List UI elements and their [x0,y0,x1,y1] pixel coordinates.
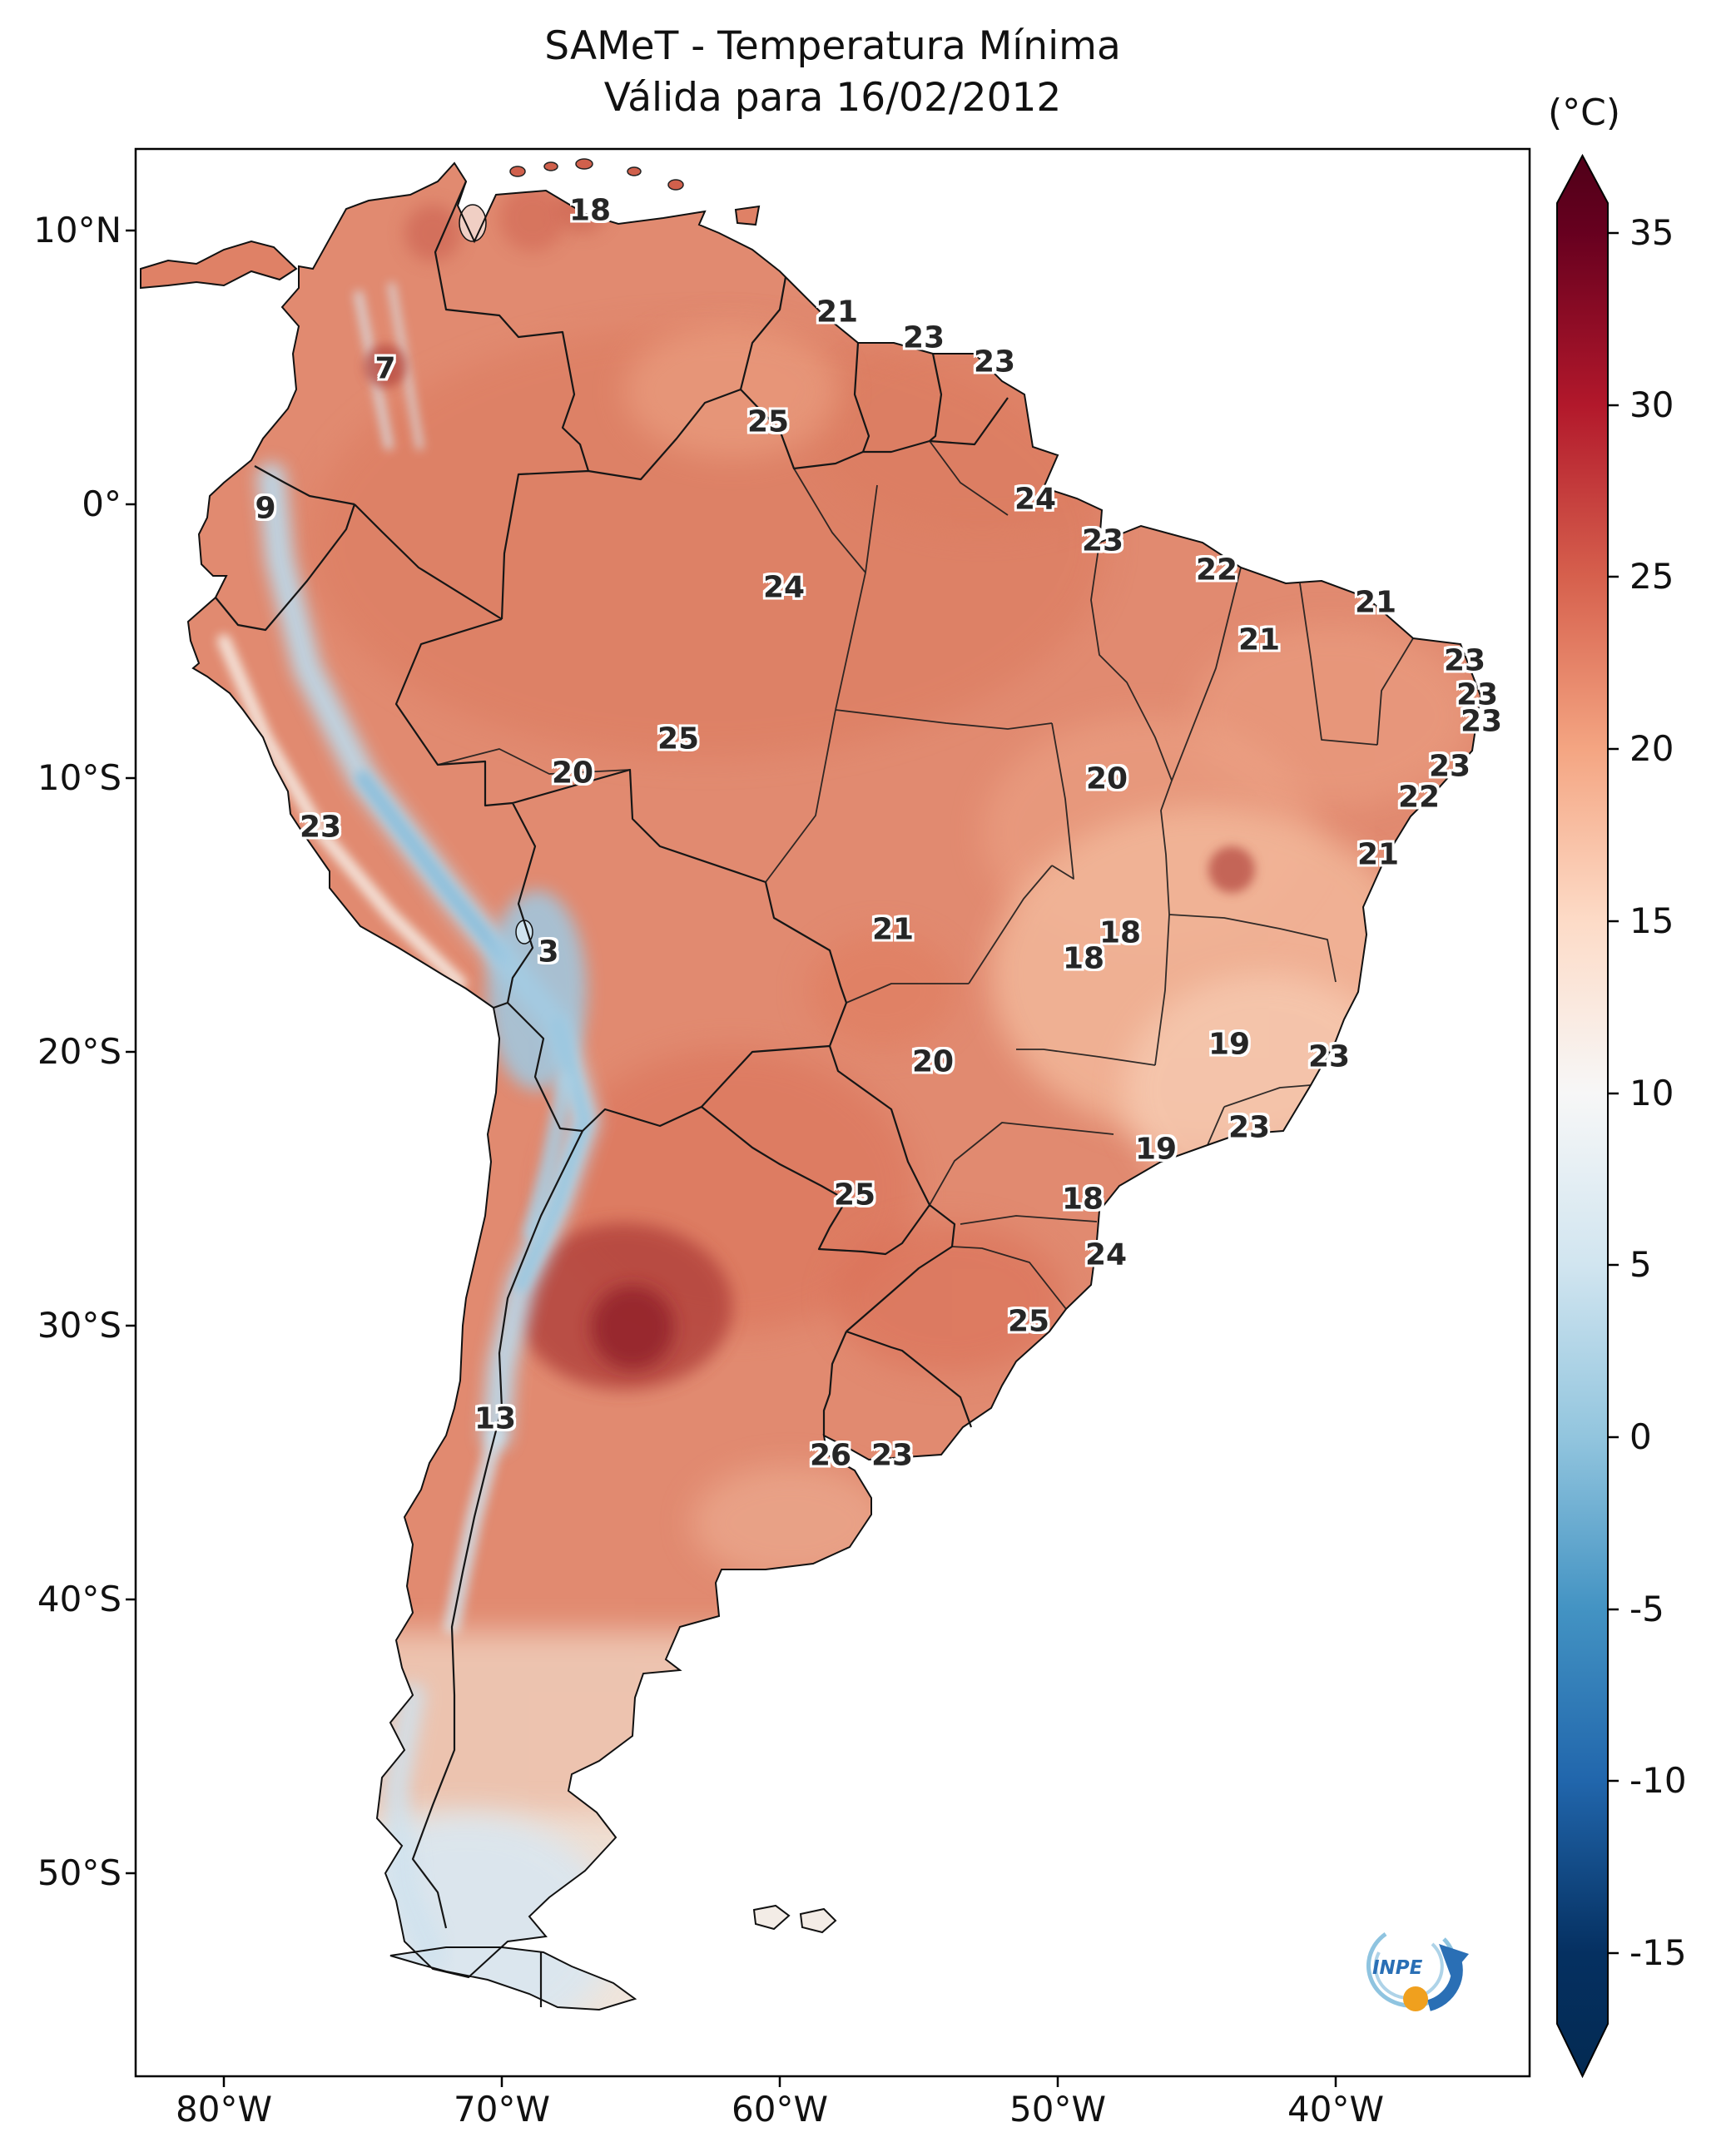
temperature-label: 22 [1195,553,1238,588]
temperature-label: 23 [1307,1039,1351,1074]
temperature-label: 23 [1081,523,1124,558]
state-borders [437,440,1414,1310]
temperature-label: 23 [299,810,342,845]
colorbar-tick-label: 25 [1629,556,1674,597]
colorbar-tick-label: -15 [1629,1932,1687,1973]
temperature-label: 25 [746,404,790,439]
temperature-label: 21 [1357,837,1400,872]
x-axis-tick-label: 80°W [176,2089,272,2130]
temperature-label: 3 [538,935,559,969]
temperature-label: 21 [871,912,915,947]
temperature-label: 25 [833,1178,876,1212]
colorbar-tick-label: -10 [1629,1760,1687,1801]
colorbar-tick-label: 20 [1629,728,1674,769]
temperature-label: 23 [870,1438,914,1473]
temperature-label: 23 [1228,1110,1271,1145]
temperature-label: 26 [809,1438,852,1473]
panama-land-fragment [140,240,298,290]
temperature-label: 23 [1443,643,1486,678]
temperature-label: 24 [1084,1237,1128,1272]
temperature-label: 13 [474,1401,517,1436]
trinidad-island [734,205,761,226]
temperature-label: 21 [1238,622,1281,657]
temperature-label: 23 [1428,749,1471,784]
temperature-label: 24 [1014,482,1057,517]
temperature-label: 20 [551,756,594,791]
temperature-label: 20 [1085,761,1128,796]
temperature-label: 25 [657,721,700,756]
colorbar-tick-label: -5 [1629,1589,1664,1629]
axis-tick-marks [126,229,1337,2087]
x-axis-tick-label: 60°W [732,2089,828,2130]
coastline [186,161,1482,2011]
y-axis-tick-label: 10°S [37,757,122,798]
temperature-label: 18 [1062,941,1105,976]
axes-frame [134,147,1531,2078]
x-axis-tick-label: 50°W [1009,2089,1106,2130]
temperature-label: 21 [816,295,859,330]
colorbar-tick-label: 5 [1629,1244,1652,1285]
y-axis-tick-label: 40°S [37,1579,122,1619]
temperature-label: 23 [1456,677,1499,712]
y-axis-tick-label: 10°N [33,210,122,250]
colorbar-tick-label: 35 [1629,212,1674,253]
logo-arrowhead [1439,1944,1469,1976]
temperature-label: 9 [255,491,276,526]
temperature-label: 23 [1460,704,1503,739]
colorbar [1556,153,1619,2079]
y-axis-tick-label: 0° [82,483,122,524]
temperature-label: 21 [1354,585,1397,620]
temperature-label: 23 [973,345,1016,379]
map-subtitle: Válida para 16/02/2012 [603,75,1062,121]
y-axis-tick-label: 20°S [37,1031,122,1072]
map-title: SAMeT - Temperatura Mínima [544,23,1121,69]
colorbar-bar [1556,153,1609,2079]
y-axis-tick-label: 30°S [37,1305,122,1346]
x-axis-tick-label: 40°W [1287,2089,1384,2130]
inpe-logo: INPE [1366,1931,1469,2011]
temperature-label: 7 [374,351,396,386]
colorbar-unit-label: (°C) [1547,92,1621,134]
temperature-label: 25 [1007,1304,1050,1339]
temperature-label: 22 [1397,780,1441,815]
y-axis-tick-label: 50°S [37,1852,122,1893]
logo-text: INPE [1372,1957,1423,1979]
temperature-field [217,183,1473,2010]
colorbar-tick-label: 0 [1629,1416,1652,1457]
temperature-label: 23 [902,320,945,355]
temperature-label: 18 [1061,1182,1104,1217]
falkland-islands [752,1904,837,1934]
colorbar-tick-label: 15 [1629,900,1674,941]
temperature-label: 19 [1134,1132,1178,1167]
caribbean-islands [509,158,684,191]
colorbar-tick-marks [1608,231,1619,1955]
temperature-label: 24 [762,570,806,605]
colorbar-tick-label: 10 [1629,1073,1674,1113]
temperature-label: 18 [568,193,612,228]
temperature-label: 20 [911,1044,955,1079]
temperature-label: 19 [1208,1027,1251,1062]
logo-orange-dot [1403,1986,1428,2011]
x-axis-tick-label: 70°W [454,2089,550,2130]
temperature-label: 18 [1099,915,1142,950]
colorbar-tick-label: 30 [1629,384,1674,425]
